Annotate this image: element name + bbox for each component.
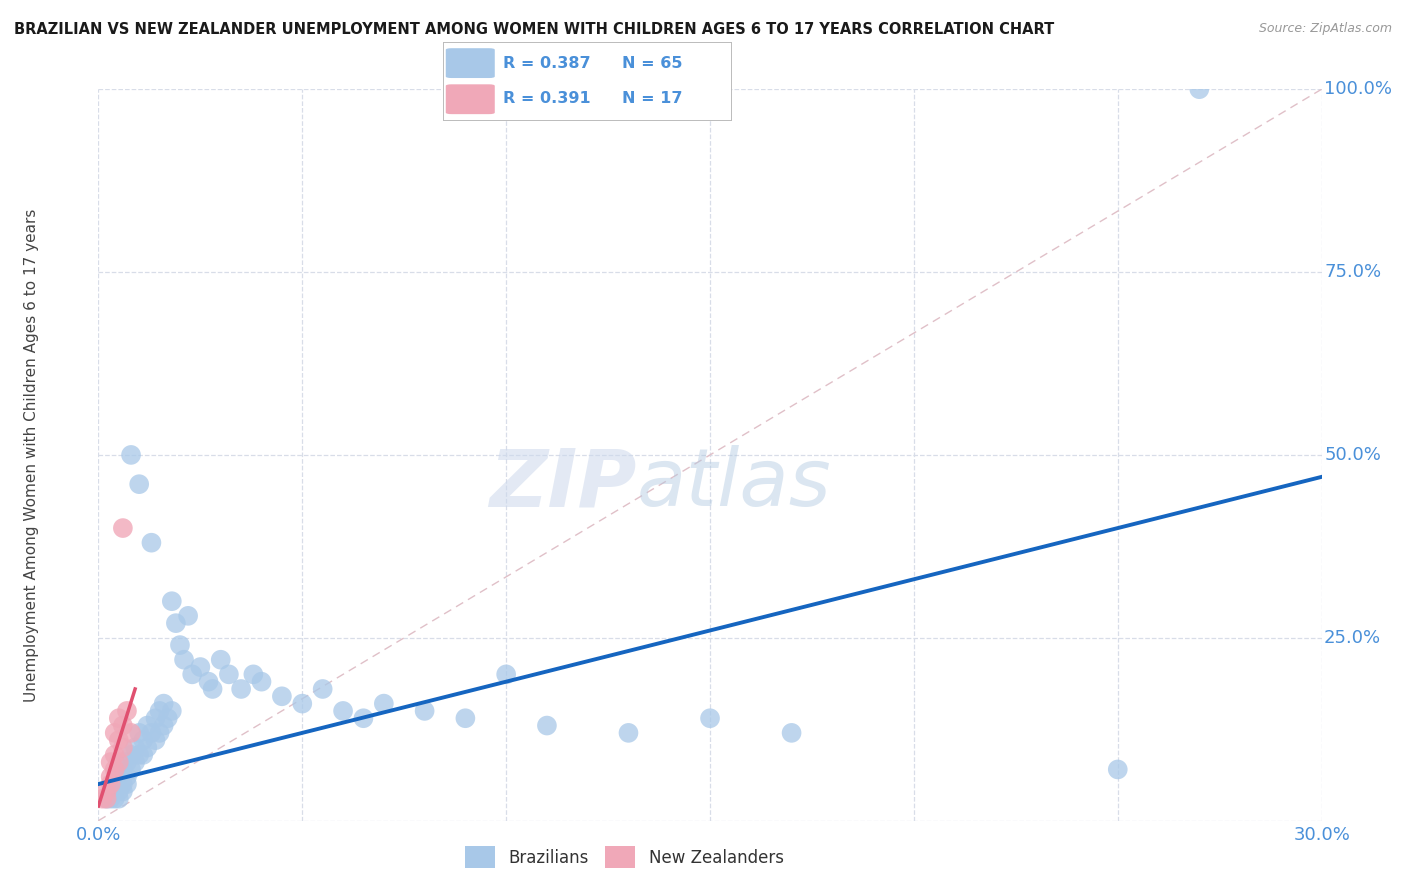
Point [413, 704, 436, 718]
Point [188, 660, 212, 674]
Point [242, 667, 264, 681]
Point [270, 690, 294, 704]
Point [373, 697, 395, 711]
Point [132, 747, 155, 762]
Point [111, 740, 134, 755]
Point [173, 653, 195, 667]
Point [111, 784, 134, 798]
Point [128, 477, 150, 491]
Point [100, 784, 122, 798]
Point [149, 704, 172, 718]
Point [104, 726, 127, 740]
Point [108, 733, 131, 747]
Point [100, 755, 122, 769]
Point [104, 747, 127, 762]
Point [136, 718, 159, 732]
Point [120, 763, 142, 777]
Point [201, 681, 224, 696]
FancyBboxPatch shape [446, 48, 495, 78]
Point [165, 616, 187, 631]
Point [250, 674, 273, 689]
Point [1188, 82, 1211, 96]
Point [111, 763, 134, 777]
Point [111, 718, 134, 732]
Point [177, 608, 200, 623]
Point [108, 791, 131, 805]
Point [209, 653, 232, 667]
Point [536, 718, 558, 732]
Point [780, 726, 803, 740]
Point [152, 718, 174, 732]
Point [120, 726, 142, 740]
Point [108, 711, 131, 725]
Text: 100.0%: 100.0% [1324, 80, 1392, 98]
Point [115, 755, 138, 769]
Point [124, 740, 146, 755]
Point [160, 594, 183, 608]
Point [128, 747, 150, 762]
Point [96, 791, 118, 805]
Point [141, 535, 163, 549]
Point [197, 674, 219, 689]
Point [181, 667, 204, 681]
Text: 75.0%: 75.0% [1324, 263, 1381, 281]
Point [218, 667, 240, 681]
Point [160, 704, 183, 718]
Point [100, 777, 122, 791]
Point [115, 777, 138, 791]
Text: N = 65: N = 65 [621, 55, 682, 70]
Point [100, 791, 122, 805]
Text: atlas: atlas [637, 445, 831, 524]
Point [332, 704, 354, 718]
Point [100, 770, 122, 784]
Point [699, 711, 721, 725]
FancyBboxPatch shape [446, 85, 495, 114]
Point [91, 791, 114, 805]
Text: 50.0%: 50.0% [1324, 446, 1381, 464]
Point [145, 733, 167, 747]
Point [136, 740, 159, 755]
Point [152, 697, 174, 711]
Point [617, 726, 640, 740]
Text: N = 17: N = 17 [621, 91, 682, 106]
Point [111, 521, 134, 535]
Text: R = 0.387: R = 0.387 [503, 55, 591, 70]
Point [120, 448, 142, 462]
Point [120, 747, 142, 762]
Point [149, 726, 172, 740]
Point [312, 681, 335, 696]
Point [108, 755, 131, 769]
Point [108, 770, 131, 784]
Point [111, 777, 134, 791]
Point [115, 704, 138, 718]
Point [169, 638, 191, 652]
Point [156, 711, 179, 725]
Point [141, 726, 163, 740]
Point [108, 784, 131, 798]
Point [454, 711, 477, 725]
Point [104, 777, 127, 791]
Point [1107, 763, 1129, 777]
Point [115, 770, 138, 784]
Text: ZIP: ZIP [489, 445, 637, 524]
Text: Unemployment Among Women with Children Ages 6 to 17 years: Unemployment Among Women with Children A… [24, 208, 38, 702]
Point [352, 711, 374, 725]
Point [231, 681, 253, 696]
Text: Source: ZipAtlas.com: Source: ZipAtlas.com [1258, 22, 1392, 36]
Point [132, 733, 155, 747]
Point [96, 791, 118, 805]
Point [128, 726, 150, 740]
Text: R = 0.391: R = 0.391 [503, 91, 591, 106]
Point [104, 791, 127, 805]
Point [145, 711, 167, 725]
Point [124, 755, 146, 769]
Point [291, 697, 314, 711]
Point [104, 763, 127, 777]
Legend: Brazilians, New Zealanders: Brazilians, New Zealanders [458, 839, 790, 874]
Point [96, 784, 118, 798]
Text: BRAZILIAN VS NEW ZEALANDER UNEMPLOYMENT AMONG WOMEN WITH CHILDREN AGES 6 TO 17 Y: BRAZILIAN VS NEW ZEALANDER UNEMPLOYMENT … [14, 22, 1054, 37]
Text: 25.0%: 25.0% [1324, 629, 1381, 647]
Point [495, 667, 517, 681]
